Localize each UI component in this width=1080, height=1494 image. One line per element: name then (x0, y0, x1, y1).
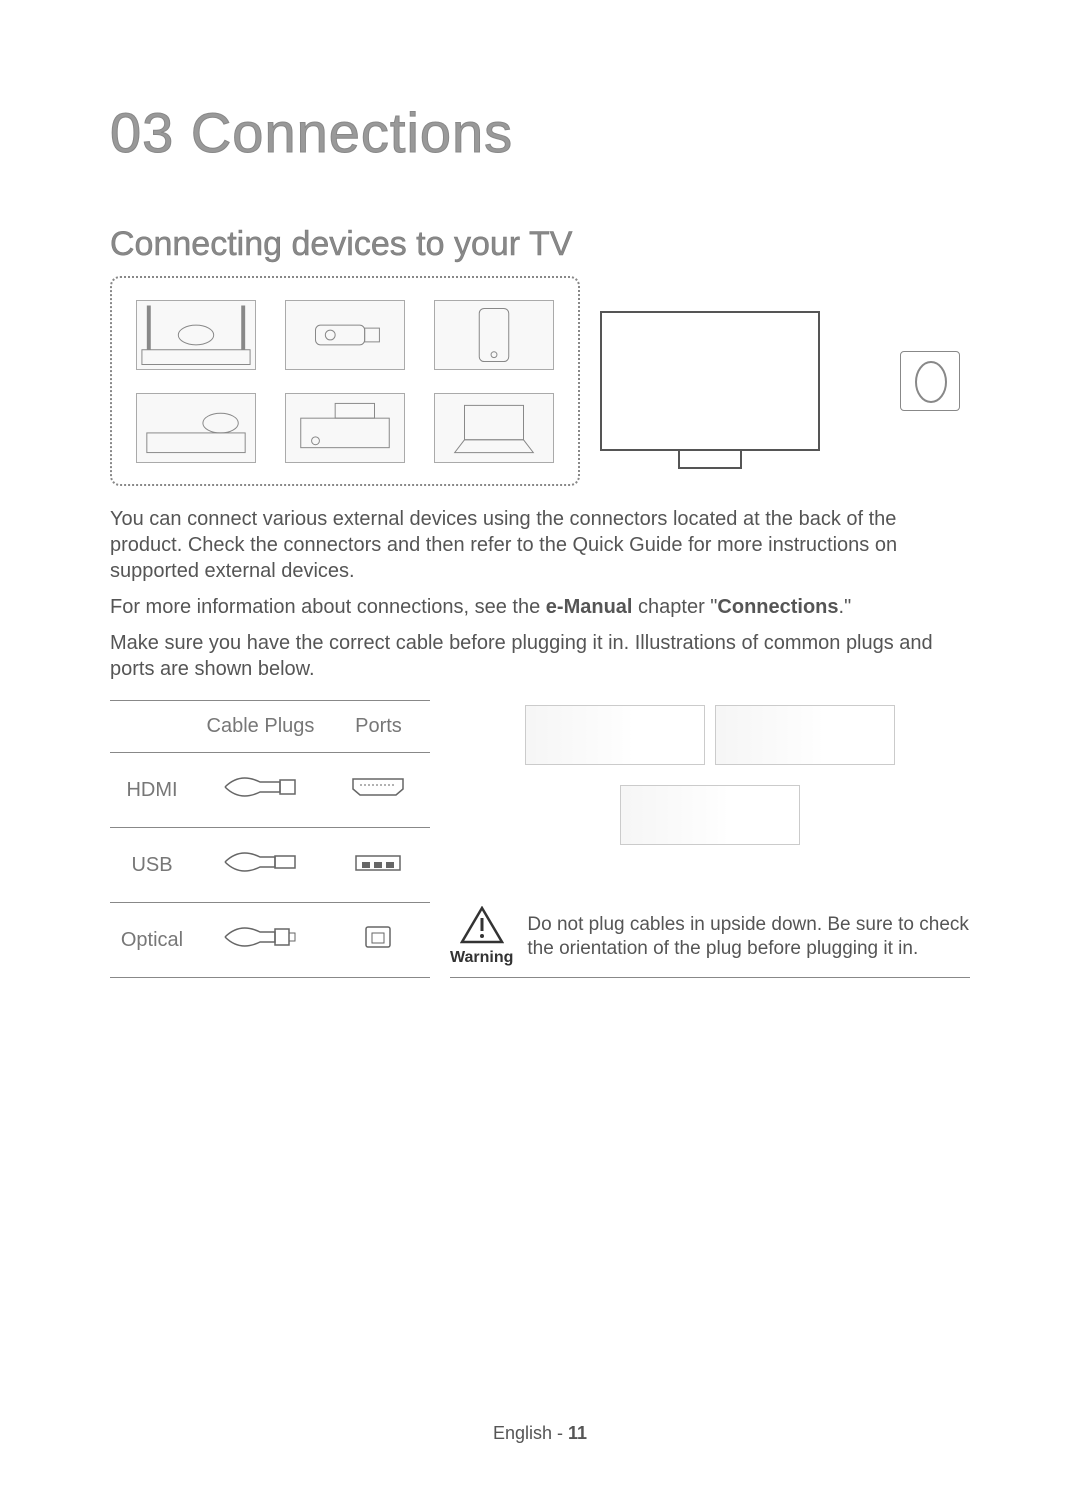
section-title: Connecting devices to your TV (110, 225, 970, 264)
intro-paragraph-1: You can connect various external devices… (110, 506, 970, 584)
row-label-usb: USB (110, 828, 194, 903)
bluray-player-icon (136, 393, 256, 463)
warning-side: Warning Do not plug cables in upside dow… (450, 700, 970, 978)
cable-info-row: Cable Plugs Ports HDMI USB Optical (110, 700, 970, 978)
p2-connections: Connections (717, 596, 838, 618)
warning-label: Warning (450, 949, 513, 967)
warning-icon-block: Warning (450, 906, 513, 967)
home-theater-icon (136, 300, 256, 370)
laptop-icon (434, 393, 554, 463)
table-row: USB (110, 828, 430, 903)
p2-emanual: e-Manual (546, 596, 633, 618)
plug-demo-icon (620, 785, 800, 845)
table-row: Optical (110, 903, 430, 978)
footer-sep: - (552, 1423, 568, 1443)
tv-icon (600, 311, 820, 451)
tv-connection-box (600, 276, 960, 486)
page-footer: English - 11 (0, 1423, 1080, 1444)
smartphone-icon (434, 300, 554, 370)
table-header-ports: Ports (327, 701, 430, 753)
row-label-hdmi: HDMI (110, 753, 194, 828)
p2-post: ." (839, 596, 852, 618)
chapter-name: Connections (191, 101, 513, 164)
p2-mid: chapter " (632, 596, 717, 618)
connection-diagram (110, 276, 970, 486)
table-header-blank (110, 701, 194, 753)
table-header-plugs: Cable Plugs (194, 701, 327, 753)
intro-paragraph-2: For more information about connections, … (110, 594, 970, 620)
warning-triangle-icon (460, 906, 504, 944)
hdmi-port-icon (327, 753, 430, 828)
optical-port-icon (327, 903, 430, 978)
table-header-row: Cable Plugs Ports (110, 701, 430, 753)
warning-text: Do not plug cables in upside down. Be su… (527, 913, 970, 961)
usb-port-icon (327, 828, 430, 903)
av-receiver-icon (285, 393, 405, 463)
footer-language: English (493, 1423, 552, 1443)
table-row: HDMI (110, 753, 430, 828)
intro-paragraph-3: Make sure you have the correct cable bef… (110, 630, 970, 682)
usb-device-icon (285, 300, 405, 370)
row-label-optical: Optical (110, 903, 194, 978)
cable-table: Cable Plugs Ports HDMI USB Optical (110, 700, 430, 978)
plug-demo-icon (715, 705, 895, 765)
power-outlet-icon (900, 351, 960, 411)
plug-demo-icon (525, 705, 705, 765)
plug-orientation-diagrams (450, 700, 970, 850)
optical-plug-icon (194, 903, 327, 978)
usb-plug-icon (194, 828, 327, 903)
hdmi-plug-icon (194, 753, 327, 828)
chapter-title: 03 Connections (110, 100, 970, 165)
p2-pre: For more information about connections, … (110, 596, 546, 618)
external-devices-box (110, 276, 580, 486)
chapter-number: 03 (110, 101, 174, 164)
warning-row: Warning Do not plug cables in upside dow… (450, 906, 970, 978)
footer-page-number: 11 (568, 1423, 587, 1443)
